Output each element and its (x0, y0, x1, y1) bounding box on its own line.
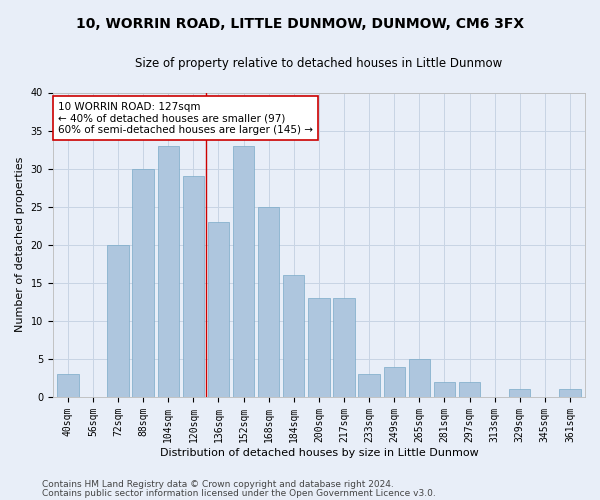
Bar (57, 374, 79, 397)
Bar (107, 244, 129, 397)
Bar (409, 359, 430, 397)
Text: 10, WORRIN ROAD, LITTLE DUNMOW, DUNMOW, CM6 3FX: 10, WORRIN ROAD, LITTLE DUNMOW, DUNMOW, … (76, 18, 524, 32)
Bar (358, 374, 380, 397)
Bar (308, 298, 329, 397)
Text: 10 WORRIN ROAD: 127sqm
← 40% of detached houses are smaller (97)
60% of semi-det: 10 WORRIN ROAD: 127sqm ← 40% of detached… (58, 102, 313, 135)
Bar (434, 382, 455, 397)
Bar (559, 390, 581, 397)
X-axis label: Distribution of detached houses by size in Little Dunmow: Distribution of detached houses by size … (160, 448, 478, 458)
Title: Size of property relative to detached houses in Little Dunmow: Size of property relative to detached ho… (135, 58, 503, 70)
Y-axis label: Number of detached properties: Number of detached properties (15, 157, 25, 332)
Bar (208, 222, 229, 397)
Bar (182, 176, 204, 397)
Bar (283, 275, 304, 397)
Text: Contains public sector information licensed under the Open Government Licence v3: Contains public sector information licen… (42, 488, 436, 498)
Text: Contains HM Land Registry data © Crown copyright and database right 2024.: Contains HM Land Registry data © Crown c… (42, 480, 394, 489)
Bar (334, 298, 355, 397)
Bar (233, 146, 254, 397)
Bar (383, 366, 405, 397)
Bar (509, 390, 530, 397)
Bar (258, 206, 280, 397)
Bar (459, 382, 480, 397)
Bar (158, 146, 179, 397)
Bar (133, 168, 154, 397)
